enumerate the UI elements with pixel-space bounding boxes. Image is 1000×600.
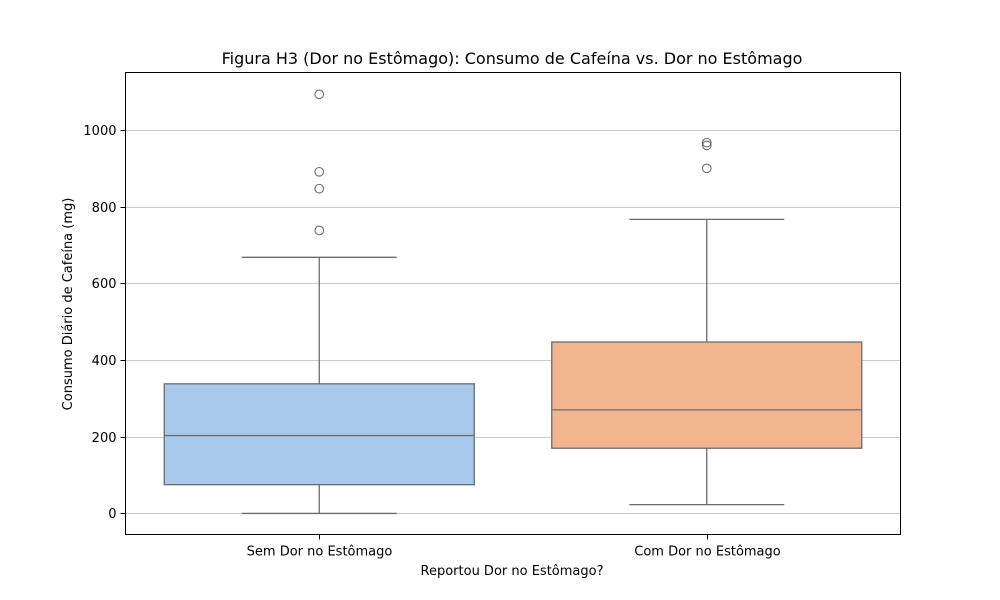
iqr-box — [163, 383, 475, 486]
outlier-point — [314, 183, 325, 194]
y-tick-label: 1000 — [83, 124, 116, 139]
x-axis-ticks: Sem Dor no Estômago Com Dor no Estômago — [247, 534, 781, 560]
boxes — [163, 89, 863, 515]
iqr-box — [551, 341, 863, 449]
outlier-point — [314, 225, 325, 236]
y-axis-label: Consumo Diário de Cafeína (mg) — [61, 198, 76, 411]
outlier-point — [314, 89, 325, 100]
y-tick-label: 400 — [92, 354, 117, 369]
x-tick-label: Sem Dor no Estômago — [247, 545, 393, 560]
x-tick-label: Com Dor no Estômago — [634, 545, 781, 560]
y-tick-label: 0 — [108, 507, 116, 522]
y-tick-label: 200 — [92, 431, 117, 446]
box-group — [551, 137, 863, 506]
box-group — [163, 89, 475, 515]
outlier-point — [314, 166, 325, 177]
outlier-point — [701, 163, 712, 174]
x-axis-label: Reportou Dor no Estômago? — [421, 564, 604, 579]
chart-title: Figura H3 (Dor no Estômago): Consumo de … — [222, 49, 803, 68]
y-tick-label: 800 — [92, 201, 117, 216]
outlier-point — [701, 140, 712, 151]
y-tick-label: 600 — [92, 277, 117, 292]
outlier-point — [701, 137, 712, 148]
plot-frame — [125, 72, 901, 535]
y-axis-ticks: 0 200 400 600 800 1000 — [83, 124, 126, 522]
